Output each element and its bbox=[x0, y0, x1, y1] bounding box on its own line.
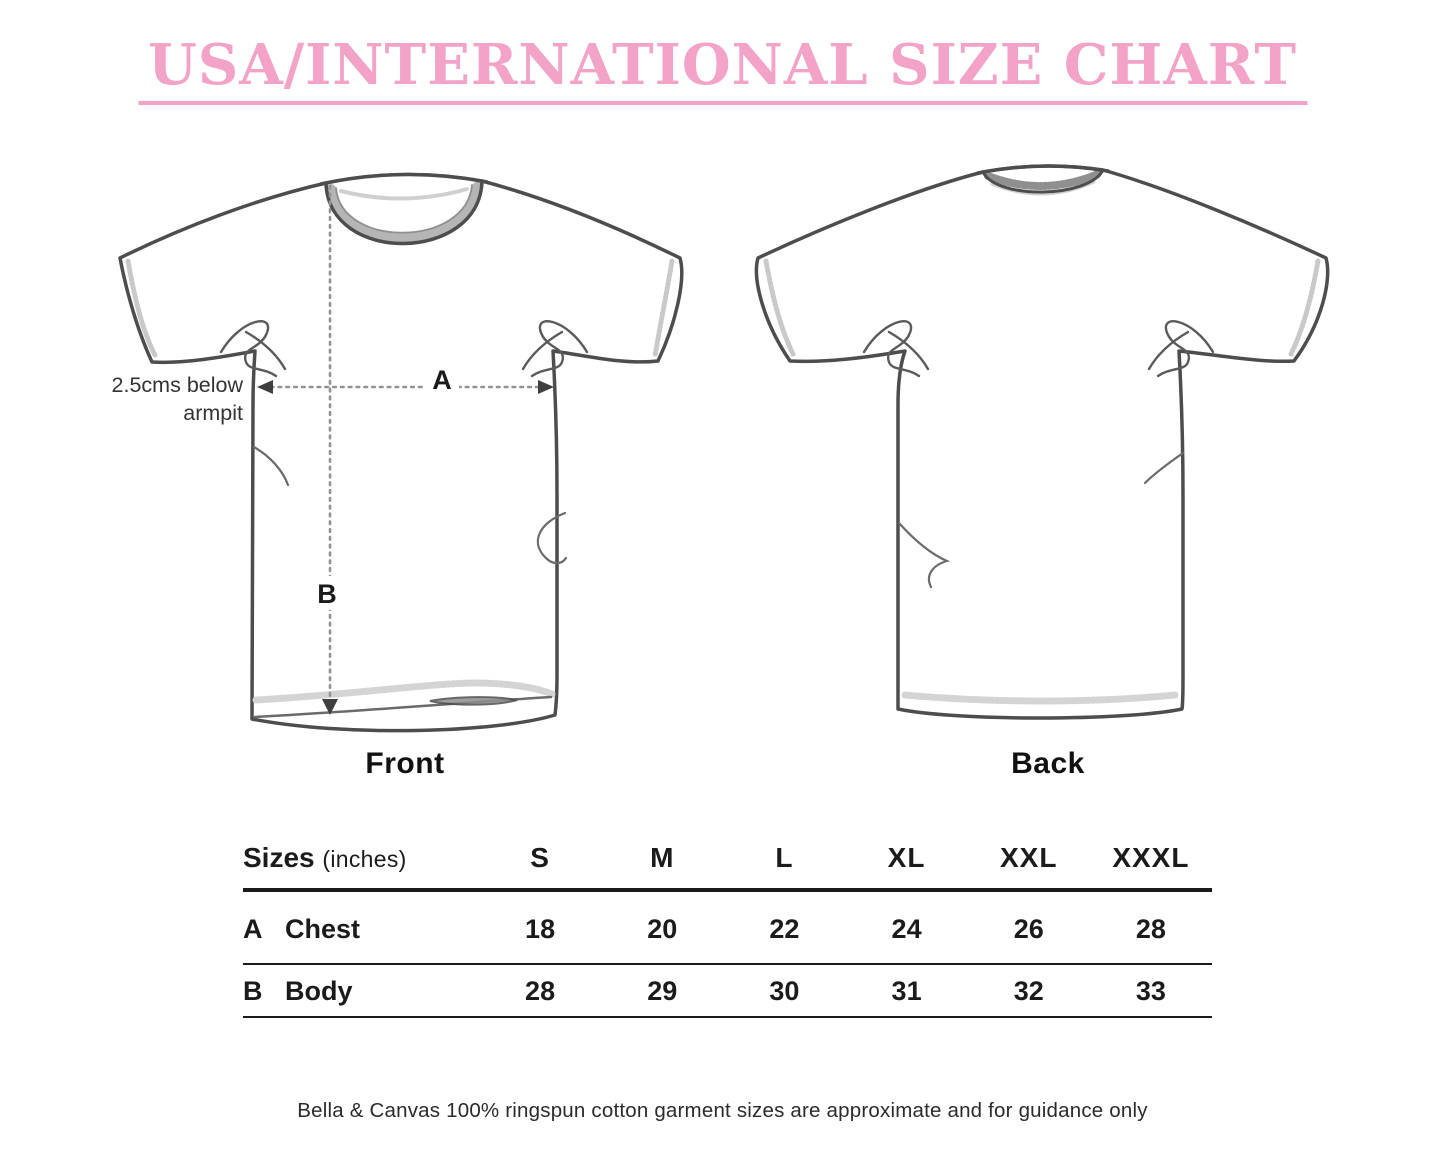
sizes-unit-label: (inches) bbox=[322, 846, 407, 872]
front-cuff-stitching bbox=[125, 258, 675, 359]
table-row-body: B Body 28 29 30 31 32 33 bbox=[243, 965, 1212, 1018]
size-col-xxl: XXL bbox=[1000, 842, 1058, 873]
chest-value-xxl: 26 bbox=[1013, 914, 1044, 944]
armpit-measurement-note: 2.5cms below armpit bbox=[111, 373, 243, 426]
size-table: Sizes (inches) S M L XL XXL XXXL A Chest… bbox=[243, 842, 1212, 1018]
back-shirt-label: Back bbox=[1011, 747, 1085, 780]
body-value-l: 30 bbox=[769, 976, 800, 1006]
size-col-s: S bbox=[530, 842, 550, 873]
body-value-xl: 31 bbox=[891, 976, 922, 1006]
body-value-m: 29 bbox=[647, 976, 678, 1006]
measure-line-a: A bbox=[257, 362, 554, 396]
chest-value-xl: 24 bbox=[891, 914, 922, 944]
row-label-body: B Body bbox=[243, 976, 353, 1006]
size-col-m: M bbox=[650, 842, 675, 873]
front-shirt-diagram: B A bbox=[118, 172, 684, 733]
back-shirt-diagram bbox=[754, 164, 1330, 720]
page-title: USA/INTERNATIONAL SIZE CHART bbox=[137, 32, 1308, 105]
footnote: Bella & Canvas 100% ringspun cotton garm… bbox=[297, 1099, 1148, 1122]
chest-value-s: 18 bbox=[525, 914, 556, 944]
measure-b-label: B bbox=[317, 579, 337, 609]
back-collar bbox=[976, 164, 1110, 196]
back-hem-stitching bbox=[901, 691, 1179, 705]
front-hem-stitching bbox=[252, 679, 556, 719]
chest-value-l: 22 bbox=[769, 914, 800, 944]
size-col-l: L bbox=[775, 842, 794, 873]
body-value-xxxl: 33 bbox=[1135, 976, 1166, 1006]
front-collar bbox=[319, 172, 489, 246]
size-table-header: Sizes (inches) S M L XL XXL XXXL bbox=[243, 842, 1212, 892]
back-cuff-stitching bbox=[763, 258, 1321, 357]
front-shirt-label: Front bbox=[365, 747, 445, 780]
sizes-header-cell: Sizes (inches) bbox=[243, 842, 479, 874]
size-col-xxxl: XXXL bbox=[1112, 842, 1190, 873]
front-wrinkles bbox=[219, 320, 589, 565]
row-label-chest: A Chest bbox=[243, 914, 361, 944]
chest-value-m: 20 bbox=[647, 914, 678, 944]
chest-value-xxxl: 28 bbox=[1135, 914, 1166, 944]
body-value-xxl: 32 bbox=[1013, 976, 1044, 1006]
body-value-s: 28 bbox=[525, 976, 556, 1006]
table-row-chest: A Chest 18 20 22 24 26 28 bbox=[243, 892, 1212, 965]
sizes-label: Sizes bbox=[243, 842, 315, 873]
front-shirt-outline bbox=[118, 172, 684, 733]
back-wrinkles bbox=[862, 320, 1215, 589]
measure-line-b: B bbox=[309, 184, 345, 715]
size-col-xl: XL bbox=[887, 842, 926, 873]
back-shirt-outline bbox=[754, 164, 1330, 720]
measure-a-label: A bbox=[432, 365, 452, 395]
